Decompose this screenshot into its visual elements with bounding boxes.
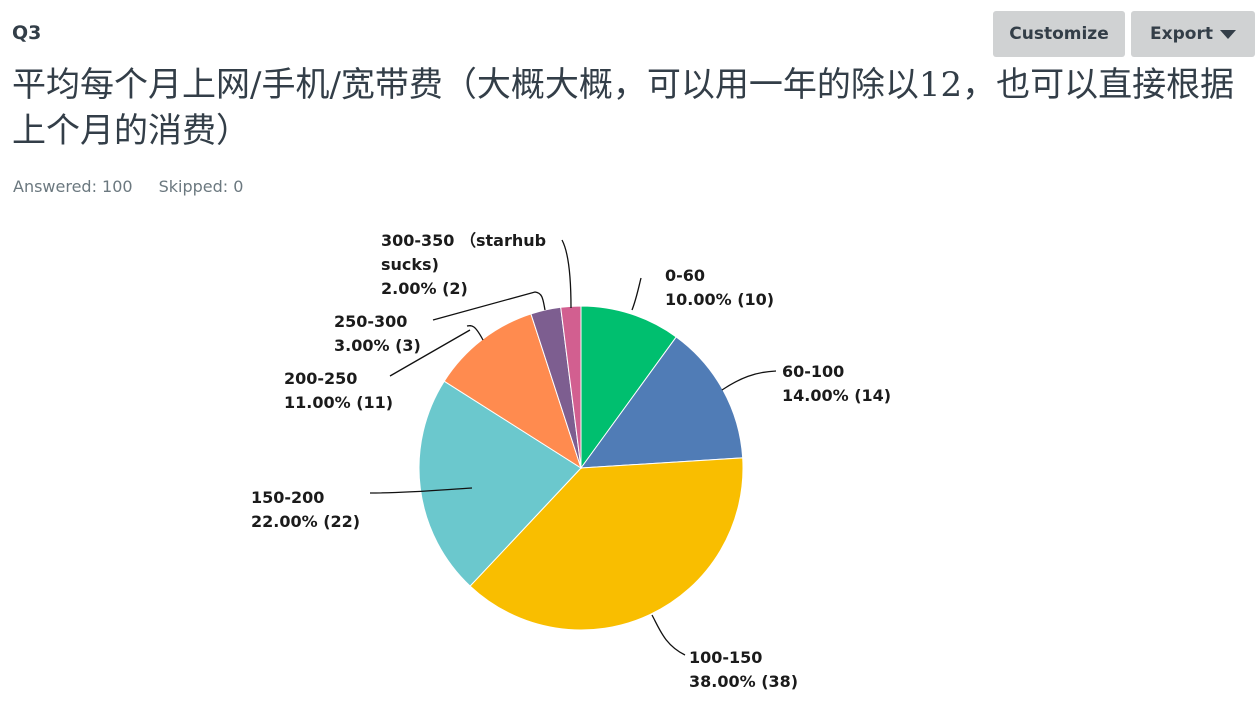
slice-label: 100-150 38.00% (38) bbox=[689, 648, 799, 691]
leader-lines bbox=[369, 239, 777, 656]
question-title: 平均每个月上网/手机/宽带费（大概大概，可以用一年的除以12，也可以直接根据上个… bbox=[12, 65, 1235, 151]
pie-slice-100-150[interactable] bbox=[469, 457, 744, 631]
leader-line bbox=[651, 614, 686, 656]
slice-label: 150-200 22.00% (22) bbox=[251, 488, 361, 531]
slice-label: 0-60 10.00% (10) bbox=[665, 266, 775, 309]
export-label: Export bbox=[1150, 24, 1213, 44]
pie-slice-150-200[interactable] bbox=[418, 380, 582, 587]
question-number: Q3 bbox=[12, 22, 42, 44]
response-stats: Answered: 100 Skipped: 0 bbox=[13, 177, 269, 196]
pie-slice-200-250[interactable] bbox=[443, 313, 582, 470]
slice-percent: 2.00% (2) bbox=[381, 279, 468, 298]
slice-label: 60-100 14.00% (14) bbox=[782, 362, 892, 405]
export-button[interactable]: Export bbox=[1131, 11, 1255, 57]
leader-line bbox=[561, 239, 572, 309]
caret-down-icon bbox=[1219, 29, 1236, 39]
leader-line bbox=[432, 291, 546, 321]
leader-line bbox=[389, 325, 484, 377]
slice-label: 250-300 3.00% (3) bbox=[334, 312, 421, 355]
slice-label: 200-250 11.00% (11) bbox=[284, 369, 394, 412]
leader-line bbox=[631, 277, 642, 311]
skipped-count: Skipped: 0 bbox=[158, 177, 244, 196]
leader-line bbox=[721, 370, 777, 391]
pie-slice-0-60[interactable] bbox=[580, 305, 677, 470]
customize-label: Customize bbox=[1009, 24, 1109, 44]
customize-button[interactable]: Customize bbox=[993, 11, 1125, 57]
answered-count: Answered: 100 bbox=[13, 177, 133, 196]
slice-label: 300-350 （starhub sucks) 2.00% (2) bbox=[381, 229, 556, 301]
leader-line bbox=[369, 487, 473, 494]
